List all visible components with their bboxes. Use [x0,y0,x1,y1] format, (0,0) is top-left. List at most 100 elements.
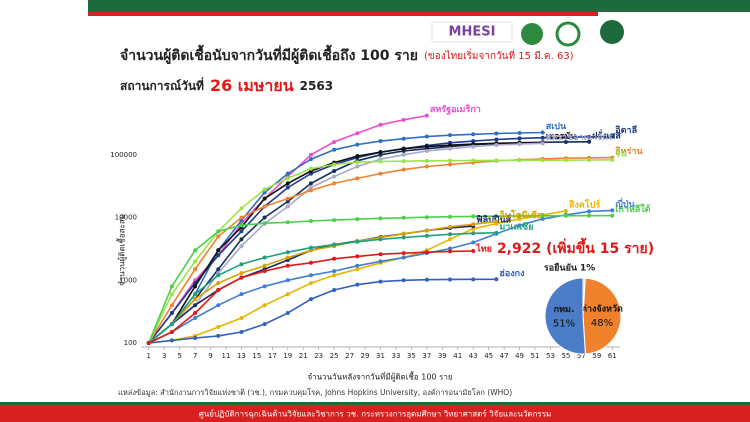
x-tick-label: 9 [208,352,212,360]
data-point [239,223,244,228]
data-point [424,148,429,153]
x-tick-label: 43 [469,352,478,360]
data-point [216,248,221,253]
data-point [216,267,221,272]
x-tick-label: 57 [577,352,586,360]
data-point [494,214,499,219]
x-tick-label: 55 [561,352,570,360]
data-point [355,142,360,147]
data-point [262,215,267,220]
data-point [563,213,568,218]
x-tick-label: 25 [330,352,339,360]
x-tick-label: 1 [146,352,150,360]
series-label: อิหร่าน [615,146,644,157]
data-point [563,135,568,140]
title-main: จำนวนผู้ติดเชื้อนับจากวันที่มีผู้ติดเชื้… [120,44,418,64]
data-point [308,273,313,278]
data-point [216,303,221,308]
data-point [308,181,313,186]
data-point [146,341,151,345]
data-point [517,213,522,218]
series-label: ไทย [475,243,492,255]
data-point [285,263,290,268]
data-point [471,231,476,236]
data-point [517,158,522,163]
data-point [471,222,476,227]
data-point [193,284,198,289]
data-point [193,311,198,316]
series-label: อินโดนีเซีย [499,209,542,221]
data-point [401,152,406,157]
data-point [540,216,545,221]
data-point [494,137,499,142]
data-point [610,213,615,218]
series-label: สเปน [546,121,567,132]
source: แหล่งข้อมูล: สำนักงานการวิจัยแห่งชาติ (ว… [118,388,512,397]
series-label: ฮ่องกง [499,268,524,279]
data-point [332,147,337,152]
data-point [424,228,429,233]
data-point [448,214,453,219]
data-point [471,158,476,163]
data-point [262,255,267,260]
data-point [494,158,499,163]
data-point [378,237,383,242]
data-point [169,338,174,343]
x-tick-label: 27 [345,352,354,360]
series-label: ญี่ปุ่น [615,197,635,210]
data-point [239,275,244,280]
data-point [587,139,592,144]
x-tick-label: 3 [162,352,166,360]
data-point [332,162,337,167]
x-tick-label: 61 [608,352,617,360]
series-label: เกาหลีใต้ [615,203,650,215]
data-point [332,181,337,186]
data-point [332,139,337,144]
pie-category: ต่างจังหวัด [581,304,623,315]
data-point [355,217,360,222]
x-tick-label: 41 [453,352,462,360]
y-tick-label: 100000 [110,151,137,159]
data-point [285,176,290,181]
data-point [471,139,476,144]
data-point [193,259,198,264]
x-tick-label: 21 [299,352,308,360]
data-point [378,139,383,144]
data-point [169,329,174,334]
data-point [401,255,406,260]
data-point [285,185,290,190]
data-point [471,240,476,245]
x-tick-label: 53 [546,352,555,360]
data-point [332,169,337,174]
data-point [239,244,244,249]
data-point [193,297,198,302]
data-point [424,158,429,163]
annotation: 2,922 (เพิ่มขึ้น 15 ราย) [497,237,654,257]
data-point [401,231,406,236]
data-point [216,234,221,239]
data-point [448,249,453,254]
data-point [424,144,429,149]
data-point [285,220,290,225]
data-point [193,292,198,297]
data-point [471,226,476,231]
header-band [88,0,750,12]
pie-category: รอยืนยัน [544,262,578,274]
data-point [262,284,267,289]
footer-line [0,402,750,405]
x-tick-label: 17 [268,352,277,360]
data-point [262,187,267,192]
data-point [355,239,360,244]
data-point [378,171,383,176]
data-point [610,157,615,162]
pie-slice [582,277,622,355]
data-point [285,199,290,204]
series-line [148,278,497,344]
data-point [401,136,406,141]
data-point [471,249,476,254]
data-point [262,204,267,209]
data-point [517,216,522,221]
data-point [239,271,244,276]
x-tick-label: 51 [531,352,540,360]
